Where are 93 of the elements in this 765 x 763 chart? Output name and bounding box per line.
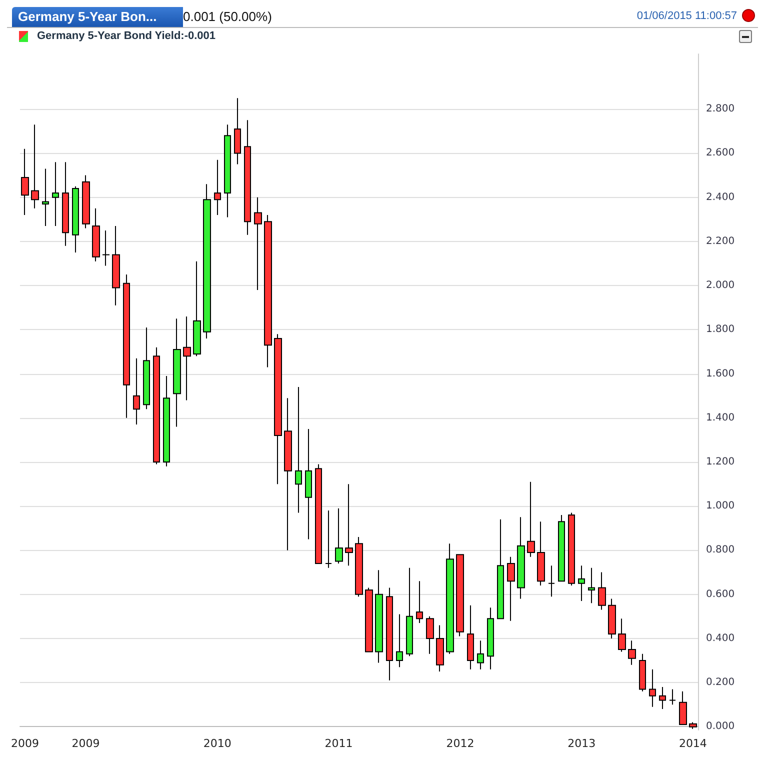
y-tick-label: 2.800 (706, 104, 735, 115)
candlestick (153, 346, 160, 465)
y-tick-label: 1.200 (706, 456, 735, 468)
candlestick (173, 318, 181, 428)
candlestick (679, 690, 687, 725)
candlestick (558, 514, 565, 582)
candlestick (477, 640, 484, 670)
candlestick (163, 376, 170, 467)
candlestick (203, 184, 211, 340)
x-tick-label: 2009 (11, 737, 40, 750)
candlestick (224, 124, 231, 218)
candlestick (649, 668, 656, 708)
candlestick (639, 653, 646, 692)
y-tick-label: 1.600 (706, 368, 735, 380)
y-tick-label: 2.600 (706, 148, 735, 159)
candlestick (456, 554, 464, 637)
candlestick (608, 598, 616, 639)
x-tick-label: 2013 (568, 737, 596, 750)
candlestick (315, 464, 322, 564)
candlestick (52, 162, 59, 227)
candlestick (669, 688, 676, 706)
candlestick (548, 565, 555, 598)
y-tick-label: 0.800 (706, 544, 735, 556)
y-tick-label: 0.400 (706, 632, 735, 644)
candlestick (214, 159, 221, 216)
candlestick (375, 570, 383, 664)
candlestick (254, 196, 262, 290)
candlestick (295, 386, 302, 514)
chart-title: Germany 5-Year Bon... (12, 7, 183, 27)
candlestick (497, 518, 504, 620)
candlestick (274, 334, 282, 485)
candlestick (487, 607, 494, 670)
candlestick (284, 398, 292, 551)
candlestick (578, 565, 585, 602)
candlestick (92, 208, 100, 262)
candlestick (42, 168, 49, 227)
candlestick (568, 512, 575, 586)
y-tick-label: 0.000 (706, 721, 735, 732)
candlestick (112, 226, 120, 306)
candlestick (244, 120, 251, 236)
candlestick (628, 640, 636, 666)
candlestick (659, 686, 666, 710)
text: 01/06/2015 11:00:57 (636, 10, 737, 22)
candlestick (537, 521, 545, 586)
y-tick-label: 1.800 (706, 324, 735, 336)
chart-subtitle: Germany 5-Year Bond Yield:-0.001 (37, 30, 216, 42)
candlestick (234, 98, 241, 165)
y-tick-label: 0.200 (706, 677, 735, 688)
candlestick (102, 230, 110, 266)
candlestick (618, 618, 626, 652)
y-tick-label: 1.400 (706, 412, 735, 424)
y-tick-label: 0.600 (706, 588, 735, 600)
candlestick (446, 543, 454, 654)
y-tick-label: 2.000 (706, 280, 735, 292)
candlestick (416, 580, 423, 624)
candlestick (264, 214, 272, 368)
candlestick (598, 572, 606, 610)
candlestick (365, 587, 373, 652)
x-tick-label: 2009 (72, 737, 100, 750)
candlestick (335, 508, 343, 564)
candlestick (386, 587, 393, 681)
candlestick (436, 624, 444, 672)
candlestick (193, 260, 201, 357)
candlestick (305, 428, 312, 540)
y-tick-label: 2.400 (706, 192, 735, 203)
candlestick (82, 174, 90, 229)
x-tick-label: 2010 (203, 737, 232, 750)
candlestick (31, 124, 39, 209)
text: 0.001 (50.00%) (183, 8, 272, 26)
candlestick (396, 614, 403, 668)
candlestick (183, 316, 191, 401)
candlestick (527, 481, 535, 558)
x-tick-label: 2011 (324, 737, 353, 750)
candlestick (426, 616, 434, 654)
candlestick (467, 604, 474, 670)
candlestick (588, 567, 595, 604)
candlestick (325, 510, 332, 568)
candlestick (406, 567, 413, 657)
y-tick-label: 2.200 (706, 236, 735, 247)
candlestick (517, 516, 525, 600)
candlestick (143, 326, 150, 410)
candlestick (21, 148, 29, 216)
x-tick-label: 2012 (446, 737, 474, 750)
candlestick (355, 536, 363, 598)
candlestick (507, 556, 515, 622)
candlestick (345, 484, 353, 566)
candlestick (133, 358, 140, 426)
y-tick-label: 1.000 (706, 500, 735, 512)
x-tick-label: 2014 (678, 737, 707, 750)
candlestick (123, 274, 130, 418)
candlestick (62, 162, 69, 246)
candlestick (689, 722, 697, 730)
candlestick (72, 186, 79, 253)
